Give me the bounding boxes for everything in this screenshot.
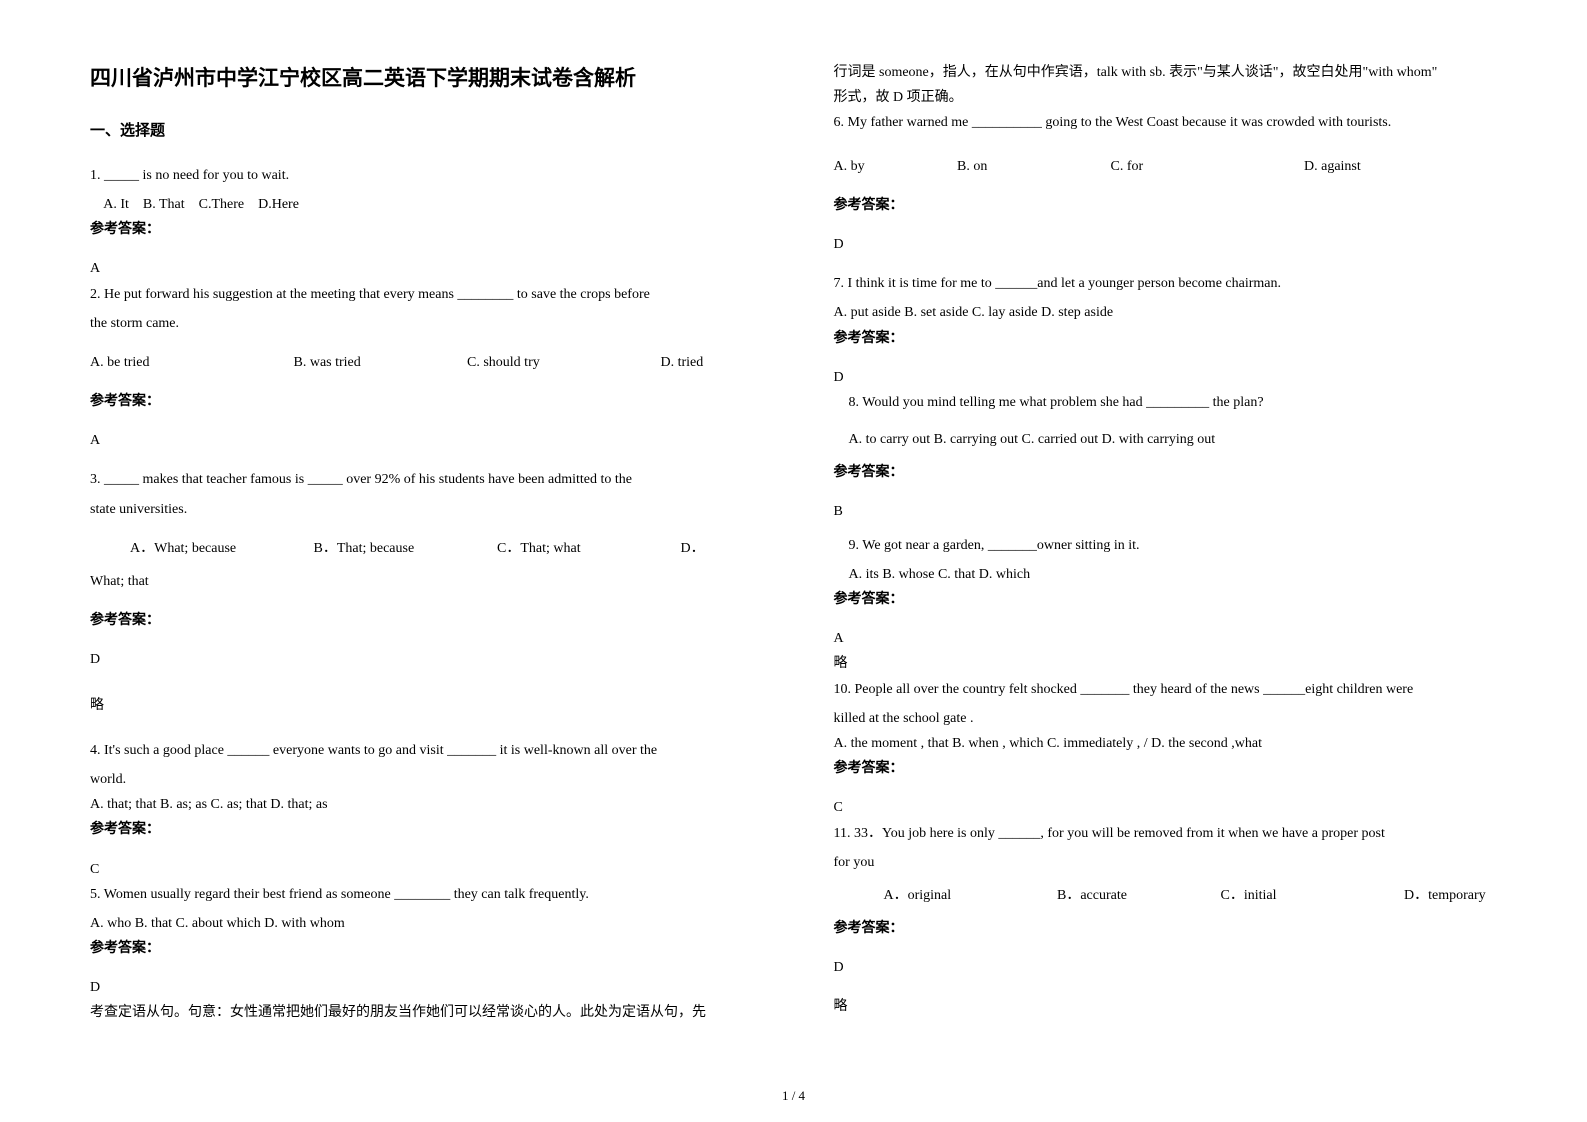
answer-label: 参考答案：: [90, 936, 754, 961]
answer-label: 参考答案：: [90, 817, 754, 842]
q2-opt-d: D. tried: [661, 350, 704, 375]
q3-opts: A．What; because B．That; because C．That; …: [90, 536, 754, 561]
q6-opt-d: D. against: [1304, 154, 1361, 179]
q7-answer: D: [834, 365, 1498, 390]
right-column: 行词是 someone，指人，在从句中作宾语，talk with sb. 表示"…: [794, 60, 1498, 1092]
q6-answer: D: [834, 232, 1498, 257]
q1-opts: A. It B. That C.There D.Here: [90, 192, 754, 217]
q2-opt-c: C. should try: [467, 350, 657, 375]
q2-stem-line1: 2. He put forward his suggestion at the …: [90, 282, 754, 307]
q5-explain-cont2: 形式，故 D 项正确。: [834, 85, 1498, 110]
q10-stem-line1: 10. People all over the country felt sho…: [834, 677, 1498, 702]
q2-opt-b: B. was tried: [294, 350, 464, 375]
q3-answer: D: [90, 647, 754, 672]
q4-stem-line2: world.: [90, 767, 754, 792]
q11-opt-a: A．original: [884, 883, 1054, 908]
answer-label: 参考答案：: [90, 217, 754, 242]
q8-stem: 8. Would you mind telling me what proble…: [834, 390, 1498, 415]
q3-stem-line1: 3. _____ makes that teacher famous is __…: [90, 467, 754, 492]
q8-answer: B: [834, 499, 1498, 524]
q6-opt-c: C. for: [1111, 154, 1301, 179]
q9-answer: A: [834, 626, 1498, 651]
q11-explain-omit: 略: [834, 994, 1498, 1019]
answer-label: 参考答案：: [834, 193, 1498, 218]
q11-opt-b: B．accurate: [1057, 883, 1217, 908]
q3-explain-omit: 略: [90, 693, 754, 718]
q3-opt-a: A．What; because: [130, 536, 310, 561]
q2-opt-a: A. be tried: [90, 350, 290, 375]
q2-answer: A: [90, 428, 754, 453]
page: 四川省泸州市中学江宁校区高二英语下学期期末试卷含解析 一、选择题 1. ____…: [0, 0, 1587, 1122]
q6-stem: 6. My father warned me __________ going …: [834, 110, 1498, 135]
q11-stem-line2: for you: [834, 850, 1498, 875]
q10-stem-line2: killed at the school gate .: [834, 706, 1498, 731]
q11-opt-d: D．temporary: [1404, 883, 1486, 908]
answer-label: 参考答案：: [834, 756, 1498, 781]
q8-opts: A. to carry out B. carrying out C. carri…: [834, 427, 1498, 452]
q7-opts: A. put aside B. set aside C. lay aside D…: [834, 300, 1498, 325]
page-number: 1 / 4: [0, 1088, 1587, 1104]
answer-label: 参考答案：: [834, 916, 1498, 941]
section-heading: 一、选择题: [90, 118, 754, 145]
q5-answer: D: [90, 975, 754, 1000]
q3-opt-c: C．That; what: [497, 536, 677, 561]
q4-answer: C: [90, 857, 754, 882]
q1-stem: 1. _____ is no need for you to wait.: [90, 163, 754, 188]
left-column: 四川省泸州市中学江宁校区高二英语下学期期末试卷含解析 一、选择题 1. ____…: [90, 60, 794, 1092]
answer-label: 参考答案：: [834, 460, 1498, 485]
q11-answer: D: [834, 955, 1498, 980]
q2-stem-line2: the storm came.: [90, 311, 754, 336]
q5-stem: 5. Women usually regard their best frien…: [90, 882, 754, 907]
q3-opt-d: D．: [681, 536, 705, 561]
answer-label: 参考答案：: [834, 326, 1498, 351]
doc-title: 四川省泸州市中学江宁校区高二英语下学期期末试卷含解析: [90, 60, 754, 98]
q1-answer: A: [90, 256, 754, 281]
q11-stem-line1: 11. 33．You job here is only ______, for …: [834, 821, 1498, 846]
q6-opts: A. by B. on C. for D. against: [834, 154, 1498, 179]
q3-opt-b: B．That; because: [314, 536, 494, 561]
answer-label: 参考答案：: [90, 608, 754, 633]
q11-opts: A．original B．accurate C．initial D．tempor…: [834, 883, 1498, 908]
q9-stem: 9. We got near a garden, _______owner si…: [834, 533, 1498, 558]
q7-stem: 7. I think it is time for me to ______an…: [834, 271, 1498, 296]
q11-opt-c: C．initial: [1221, 883, 1401, 908]
q2-opts: A. be tried B. was tried C. should try D…: [90, 350, 754, 375]
q9-explain-omit: 略: [834, 651, 1498, 676]
q4-stem-line1: 4. It's such a good place ______ everyon…: [90, 738, 754, 763]
q6-opt-a: A. by: [834, 154, 954, 179]
answer-label: 参考答案：: [834, 587, 1498, 612]
q4-opts: A. that; that B. as; as C. as; that D. t…: [90, 792, 754, 817]
q9-opts: A. its B. whose C. that D. which: [834, 562, 1498, 587]
q5-explain: 考查定语从句。句意：女性通常把她们最好的朋友当作她们可以经常谈心的人。此处为定语…: [90, 1000, 754, 1025]
q6-opt-b: B. on: [957, 154, 1107, 179]
q3-opt-d-line2: What; that: [90, 569, 754, 594]
q5-explain-cont1: 行词是 someone，指人，在从句中作宾语，talk with sb. 表示"…: [834, 60, 1498, 85]
q10-answer: C: [834, 795, 1498, 820]
q5-opts: A. who B. that C. about which D. with wh…: [90, 911, 754, 936]
q10-opts: A. the moment , that B. when , which C. …: [834, 731, 1498, 756]
answer-label: 参考答案：: [90, 389, 754, 414]
q3-stem-line2: state universities.: [90, 497, 754, 522]
